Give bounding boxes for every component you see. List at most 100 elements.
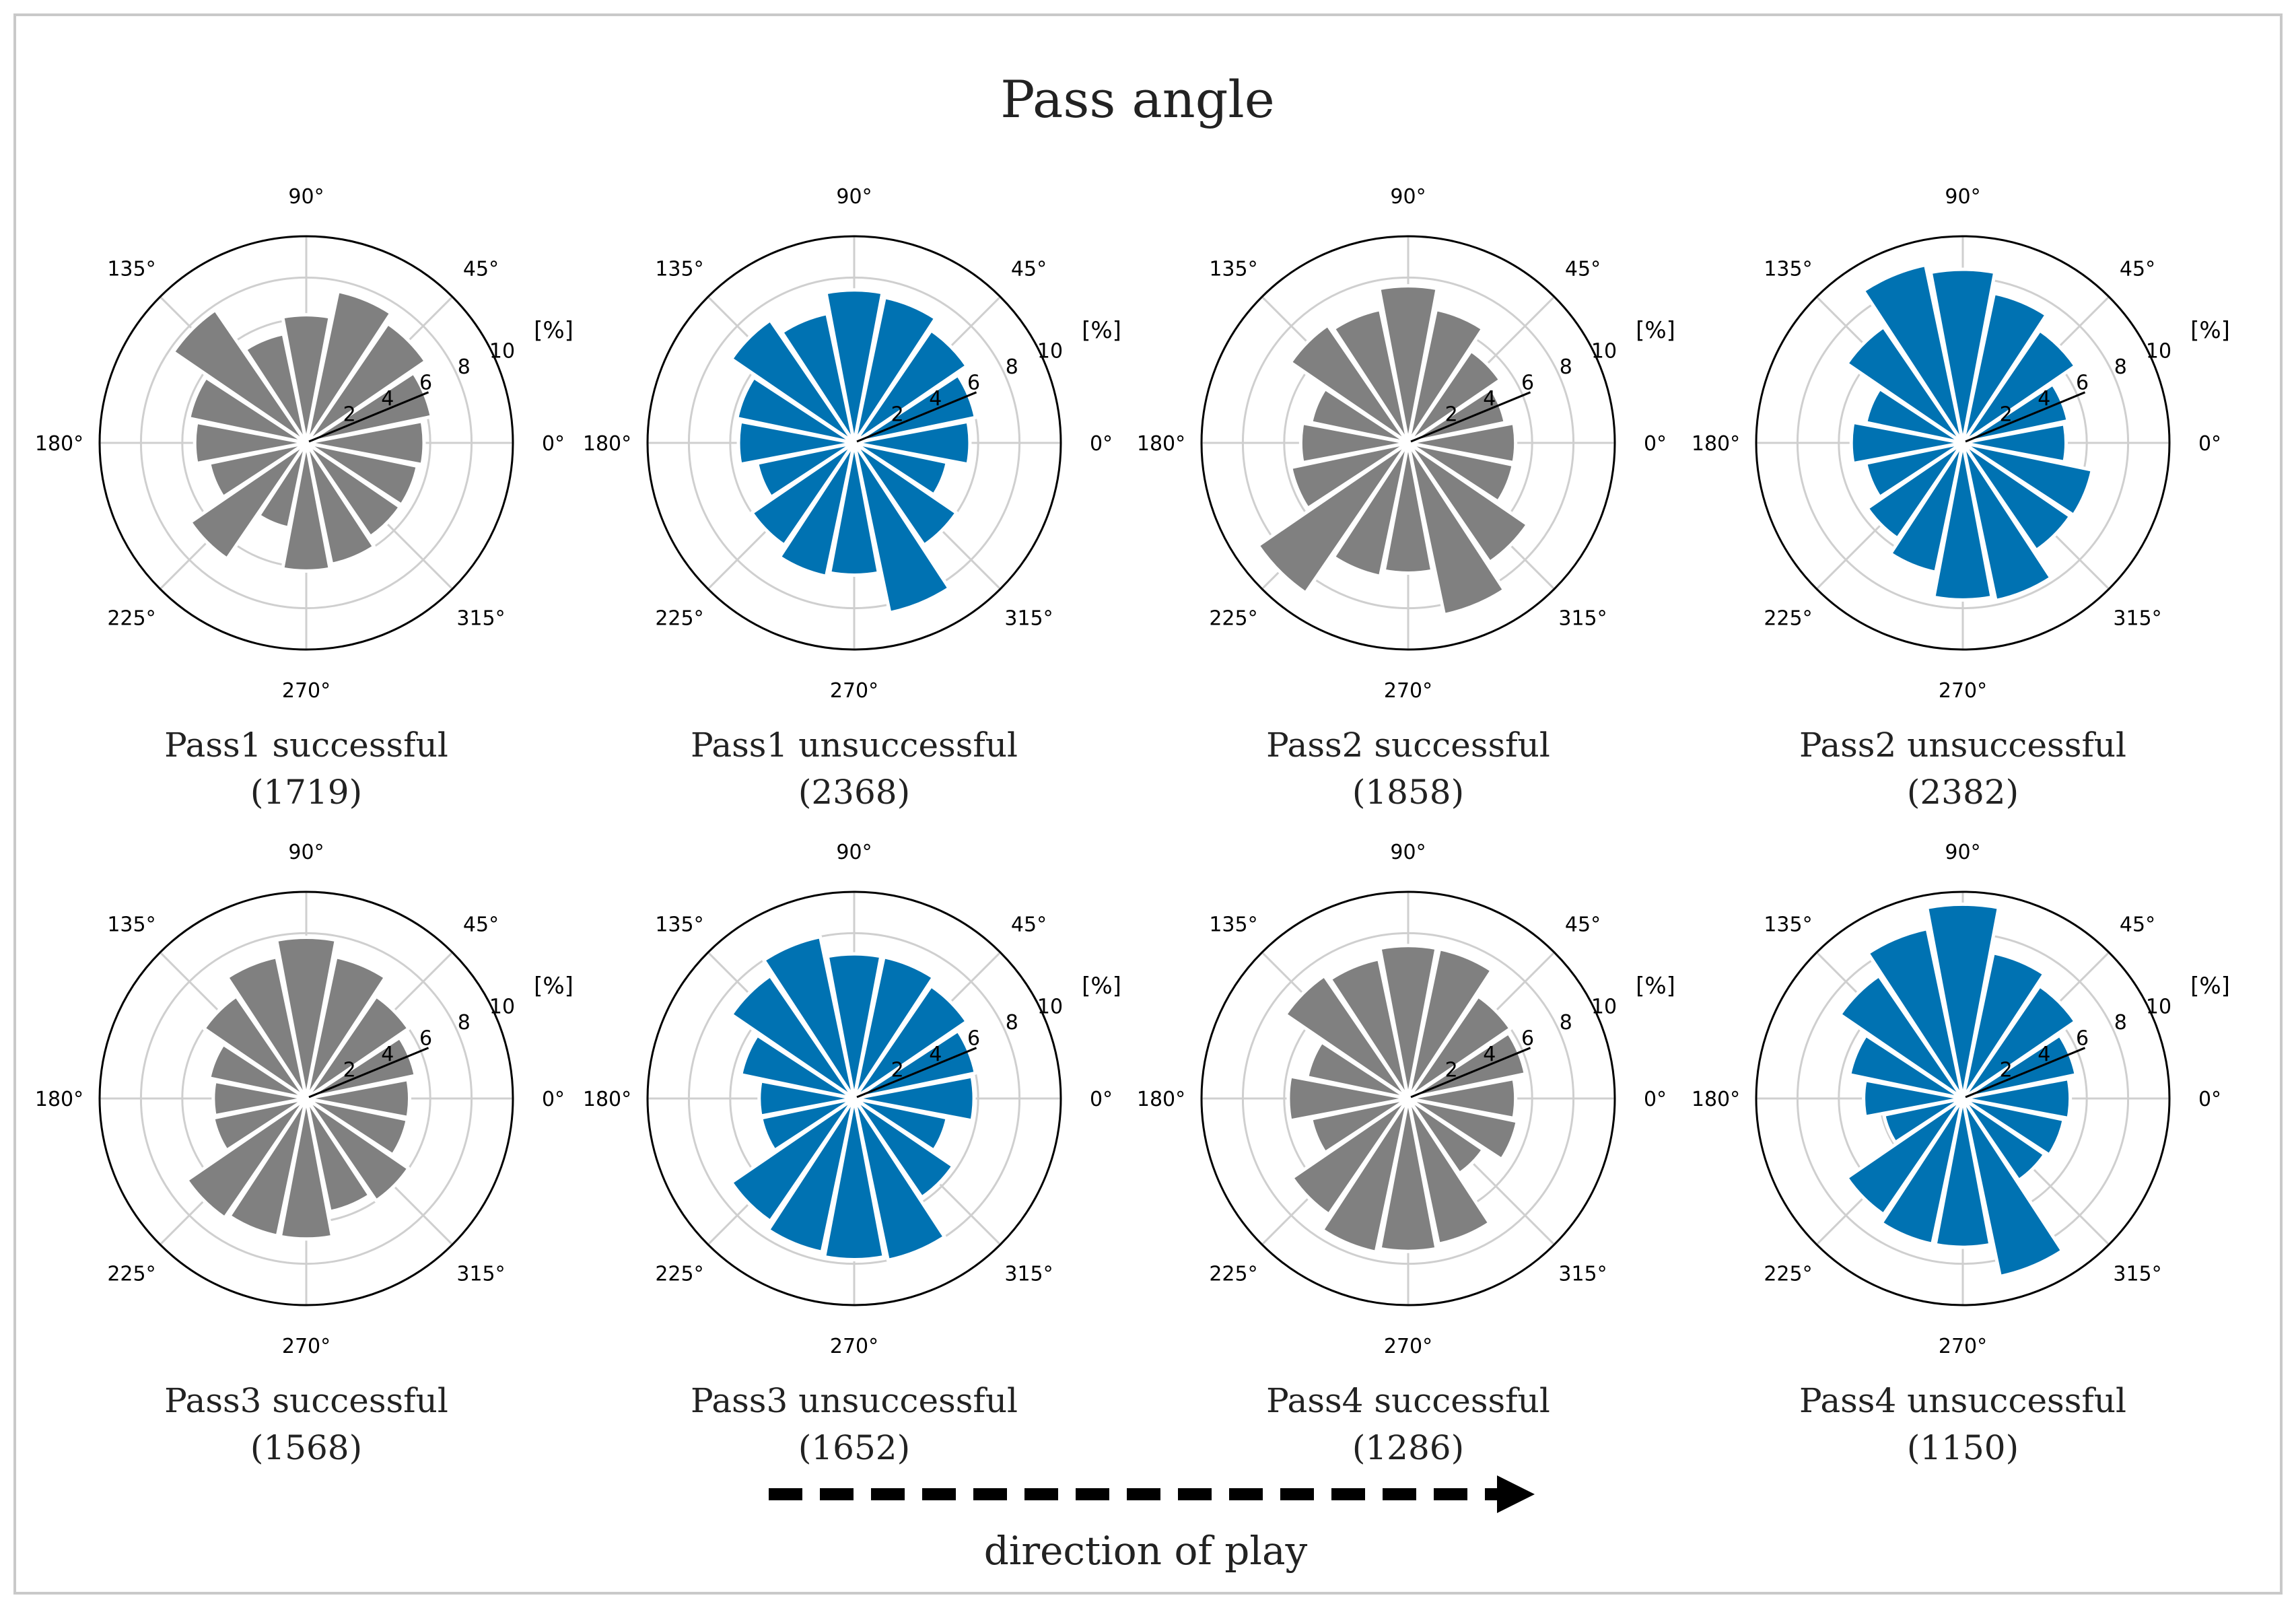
radial-tick-label: 4 — [1483, 387, 1496, 411]
panel-count: (1719) — [250, 773, 362, 812]
angle-label: 135° — [655, 257, 703, 281]
angle-label: 45° — [1011, 257, 1047, 281]
radial-tick-label: 8 — [1560, 1011, 1572, 1035]
angle-label: 180° — [1137, 432, 1185, 456]
angle-label: 0° — [1090, 1088, 1113, 1111]
bar-wedge — [1309, 1096, 1410, 1155]
bar-wedge — [736, 419, 856, 466]
bar-wedge — [1961, 1096, 2066, 1157]
polar-axis-circle — [646, 235, 1062, 651]
bar-wedge — [1286, 1074, 1410, 1123]
bar-wedge — [1320, 1096, 1410, 1254]
bar-wedge — [730, 318, 856, 445]
panel-title: Pass2 successful — [1266, 726, 1550, 765]
bar-wedge — [1331, 441, 1410, 578]
bar-wedge — [1848, 1033, 1965, 1100]
angle-label: 90° — [1390, 841, 1426, 864]
bar-wedge — [228, 1096, 308, 1238]
bar-wedge — [1889, 441, 1965, 574]
polar-axis-circle — [646, 890, 1062, 1306]
angle-label: 315° — [1558, 1263, 1607, 1286]
angle-label: 0° — [542, 1088, 565, 1111]
radial-tick-label: 2 — [2000, 403, 2013, 426]
bar-wedge — [852, 441, 951, 615]
panel-count: (2382) — [1907, 773, 2019, 812]
bar-wedge — [828, 441, 880, 577]
bar-wedge — [1289, 441, 1410, 510]
angle-label: 180° — [1692, 1088, 1740, 1111]
radial-tick-label: 8 — [2114, 1011, 2127, 1035]
angle-label: 90° — [836, 185, 872, 209]
radial-tick-label: 8 — [2114, 355, 2127, 379]
angle-label: 315° — [456, 607, 505, 631]
radial-leader-line — [856, 391, 977, 443]
panel-count: (1150) — [1907, 1428, 2019, 1467]
bar-wedge — [1298, 421, 1410, 465]
polar-axis-circle — [1755, 235, 2171, 651]
radial-leader-line — [856, 1047, 977, 1098]
direction-of-play-label: direction of play — [984, 1528, 1308, 1574]
bar-wedge — [1961, 422, 2068, 464]
bar-wedge — [730, 974, 856, 1100]
radial-tick-label: 4 — [1483, 1043, 1496, 1066]
bar-wedge — [304, 1096, 372, 1214]
bar-wedge — [1406, 308, 1485, 445]
angle-label: 0° — [2198, 432, 2221, 456]
angle-label: 180° — [35, 432, 83, 456]
radial-tick-label: 4 — [381, 1043, 394, 1066]
bar-wedge — [1288, 323, 1410, 445]
angle-label: 135° — [1209, 913, 1257, 936]
bar-wedge — [852, 441, 959, 547]
bar-wedge — [852, 328, 969, 445]
bar-wedge — [304, 955, 388, 1100]
panel-title: Pass3 unsuccessful — [691, 1381, 1018, 1420]
polar-panel-pass2-successful: 2 4 6 8 10 [%] 0° 45° 90° 135° 180° 225° 270° 315° Pas… — [1137, 185, 1675, 812]
polar-panel-pass4-successful: 2 4 6 8 10 [%] 0° 45° 90° 135° 180° 225° 270° 315° Pas… — [1137, 841, 1675, 1467]
radial-leader-line — [1410, 1047, 1531, 1098]
angle-label: 0° — [1644, 1088, 1667, 1111]
bar-wedge — [304, 1078, 411, 1119]
bar-wedge — [852, 984, 969, 1100]
radial-tick-label: 2 — [343, 403, 356, 426]
bar-wedge — [1961, 328, 2077, 445]
polar-axis-circle — [98, 890, 514, 1306]
radial-tick-label: 4 — [929, 387, 942, 411]
polar-panels: 2 4 6 8 10 [%] 0° 45° 90° 135° 180° 225° 270° 315° Pas… — [35, 185, 2230, 1467]
bar-wedge — [1406, 441, 1506, 617]
bar-wedge — [243, 332, 308, 445]
bar-wedge — [759, 1096, 856, 1152]
panel-count: (1652) — [798, 1428, 910, 1467]
angle-label: 45° — [463, 257, 499, 281]
angle-label: 45° — [1565, 257, 1601, 281]
angle-label: 135° — [655, 913, 703, 936]
bar-wedge — [825, 952, 883, 1100]
angle-label: 90° — [1945, 185, 1980, 209]
bar-wedge — [225, 955, 308, 1100]
bar-wedge — [1882, 1096, 1965, 1144]
radial-leader-line — [1410, 391, 1531, 443]
radial-leader-line — [308, 391, 429, 443]
bar-wedge — [1406, 421, 1518, 465]
bar-wedge — [1284, 974, 1410, 1100]
bar-wedge — [852, 295, 938, 445]
angle-label: 270° — [830, 1335, 878, 1358]
bar-wedge — [207, 1042, 308, 1100]
bar-wedge — [735, 376, 856, 445]
bar-wedge — [1961, 441, 2094, 517]
radial-tick-label: 2 — [1445, 403, 1458, 426]
bar-wedge — [766, 1096, 856, 1254]
radial-tick-label: 4 — [2038, 387, 2050, 411]
angle-label: 315° — [2113, 1263, 2161, 1286]
bar-wedge — [1928, 267, 1997, 445]
bar-wedge — [824, 288, 884, 445]
bar-wedge — [1406, 1096, 1519, 1162]
polar-panel-pass1-unsuccessful: 2 4 6 8 10 [%] 0° 45° 90° 135° 180° 225° 270° 315° Pas… — [583, 185, 1121, 812]
radial-tick-label: 10 — [2146, 339, 2171, 363]
unit-label: [%] — [2190, 317, 2230, 344]
radial-tick-label: 2 — [2000, 1058, 2013, 1082]
bar-wedge — [852, 1096, 949, 1152]
bar-wedge — [852, 419, 972, 466]
radial-tick-label: 10 — [1037, 339, 1063, 363]
unit-label: [%] — [534, 973, 573, 1000]
polar-panel-pass3-successful: 2 4 6 8 10 [%] 0° 45° 90° 135° 180° 225° 270° 315° Pas… — [35, 841, 573, 1467]
